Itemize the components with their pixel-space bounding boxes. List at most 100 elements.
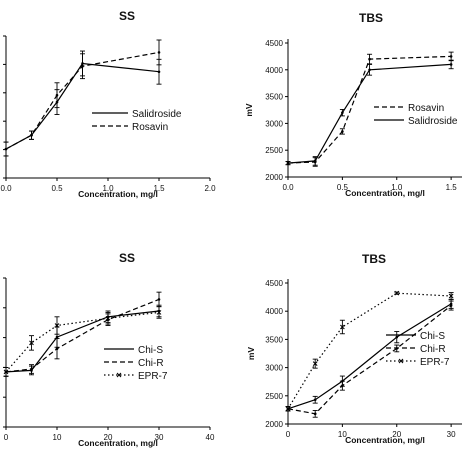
x-tick-label: 10: [338, 430, 347, 439]
data-point: [30, 367, 33, 371]
data-point: [285, 406, 291, 412]
legend: Salidroside Rosavin: [92, 109, 182, 133]
data-point: [449, 304, 453, 307]
series-rosavin: [3, 39, 162, 157]
x-tick-label: 20: [392, 430, 401, 439]
data-point: [157, 51, 161, 54]
x-tick-label: 0: [286, 430, 291, 439]
legend-marker: [116, 372, 122, 378]
chart-title: SS: [119, 9, 135, 23]
chart-panel: TBS 0.0 0.5 1.0 1.5 2000 2500 3000 3500 4000 4500 C…: [244, 11, 462, 198]
legend-label: Salidroside: [408, 116, 458, 127]
y-tick-label: 4000: [265, 307, 283, 316]
chart-title: SS: [119, 251, 135, 265]
x-tick-label: 1.0: [391, 183, 403, 192]
data-point: [394, 290, 400, 296]
y-tick-label: 2500: [265, 392, 283, 401]
y-tick-label: 4500: [265, 39, 283, 48]
legend-label: Chi-R: [420, 344, 446, 355]
data-point: [3, 369, 9, 375]
series-line: [287, 292, 452, 410]
legend: Chi-S Chi-R EPR-7: [104, 345, 168, 382]
series-line: [5, 298, 160, 373]
chart-title: TBS: [362, 252, 386, 266]
data-point: [55, 93, 59, 97]
y-axis-label: mV: [246, 347, 256, 361]
y-tick-label: 2000: [265, 420, 283, 429]
legend-label: Rosavin: [408, 103, 444, 114]
data-point: [157, 70, 161, 74]
x-tick-label: 2.0: [204, 184, 216, 193]
chart-panel: SS 0.0 0.5 1.0 1.5 2.0 Concentration, mg/l Sali…: [0, 9, 216, 199]
x-tick-label: 0: [4, 433, 9, 442]
data-point: [313, 412, 317, 416]
data-point: [368, 68, 371, 72]
y-tick-label: 2500: [265, 146, 283, 155]
data-point: [105, 315, 111, 321]
legend-label: EPR-7: [138, 371, 168, 382]
data-point: [54, 323, 60, 328]
x-tick-label: 10: [53, 433, 62, 442]
x-axis-label: Concentration, mg/l: [78, 438, 158, 448]
data-point: [341, 384, 344, 387]
series-line: [5, 311, 160, 373]
chart-title: TBS: [359, 11, 383, 25]
data-point: [341, 111, 344, 114]
x-tick-label: 0.0: [0, 184, 12, 193]
data-point: [30, 133, 33, 137]
data-point: [4, 147, 8, 151]
x-tick-label: 30: [155, 433, 164, 442]
y-tick-label: 3000: [265, 119, 283, 128]
legend: Chi-S Chi-R EPR-7: [386, 331, 450, 368]
x-tick-label: 40: [206, 433, 215, 442]
x-axis-label: Concentration, mg/l: [345, 188, 425, 198]
x-axis-label: Concentration, mg/l: [78, 189, 158, 199]
legend-marker: [398, 358, 404, 364]
x-tick-label: 0.5: [51, 184, 63, 193]
data-point: [286, 161, 290, 165]
chart-panel: SS 0 10 20 30 40 Concentration, mg/l Chi-S Chi-R…: [3, 251, 215, 448]
x-tick-label: 0.5: [337, 183, 349, 192]
data-point: [449, 63, 453, 66]
chart-panel: TBS 0 10 20 30 2000 2500 3000 3500 4000 4500 Concen…: [246, 252, 462, 445]
legend: Rosavin Salidroside: [374, 103, 458, 127]
data-point: [449, 55, 453, 58]
data-point: [81, 64, 84, 68]
y-tick-label: 2000: [265, 173, 283, 182]
y-tick-label: 4500: [265, 279, 283, 288]
legend-label: Salidroside: [132, 109, 182, 120]
data-point: [368, 57, 371, 61]
series-line: [5, 310, 160, 373]
x-tick-label: 1.5: [153, 184, 165, 193]
x-tick-label: 1.0: [102, 184, 114, 193]
x-tick-label: 1.5: [446, 183, 458, 192]
y-tick-label: 3500: [265, 335, 283, 344]
x-tick-label: 20: [104, 433, 113, 442]
data-point: [313, 159, 317, 163]
data-point: [313, 398, 317, 402]
data-point: [312, 361, 318, 367]
series-epr-7: [285, 290, 454, 412]
legend-label: Chi-R: [138, 358, 164, 369]
y-axis-label: mV: [244, 103, 254, 117]
x-axis-label: Concentration, mg/l: [345, 435, 425, 445]
data-point: [55, 335, 59, 339]
data-point: [156, 310, 162, 315]
legend-label: Chi-S: [420, 331, 445, 342]
legend-label: EPR-7: [420, 357, 450, 368]
data-point: [55, 347, 59, 351]
series-chi-s: [285, 298, 454, 412]
legend-label: Rosavin: [132, 122, 168, 133]
legend-label: Chi-S: [138, 345, 163, 356]
series-salidroside: [285, 59, 454, 166]
data-point: [395, 335, 399, 339]
series-epr-7: [3, 306, 162, 377]
x-tick-label: 30: [447, 430, 456, 439]
y-tick-label: 3500: [265, 93, 283, 102]
data-point: [448, 293, 454, 299]
data-point: [341, 130, 344, 133]
data-point: [157, 298, 161, 301]
data-point: [29, 340, 34, 346]
data-point: [340, 324, 345, 330]
